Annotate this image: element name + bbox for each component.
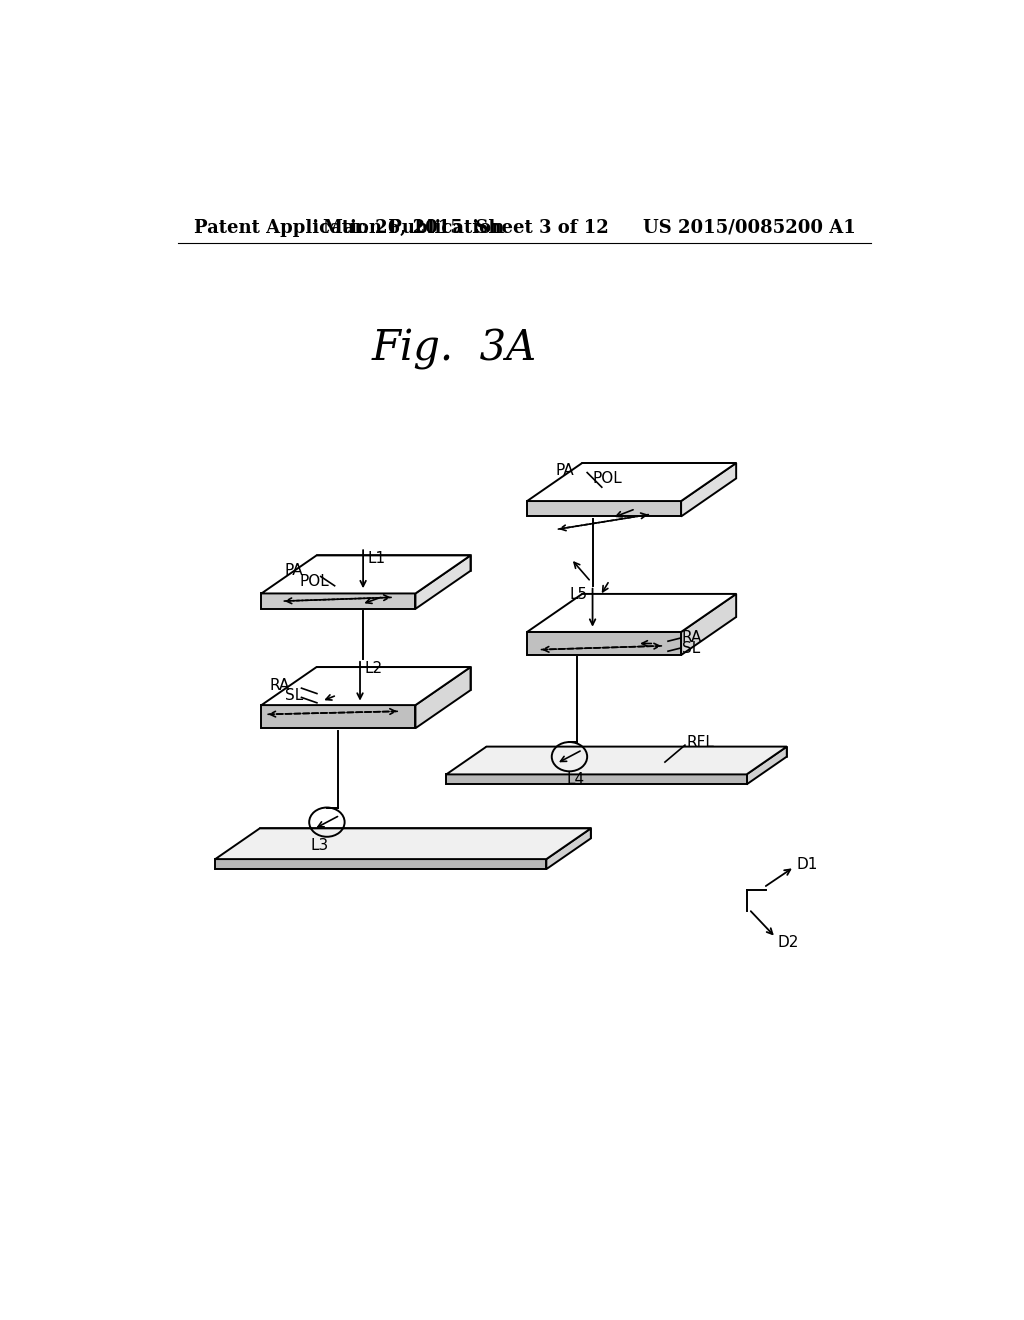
- Polygon shape: [583, 594, 736, 616]
- Polygon shape: [416, 556, 470, 609]
- Polygon shape: [261, 667, 470, 705]
- Polygon shape: [316, 556, 470, 570]
- Text: POL: POL: [300, 574, 330, 590]
- Polygon shape: [446, 775, 746, 784]
- Text: SL: SL: [682, 640, 700, 656]
- Polygon shape: [527, 463, 736, 502]
- Polygon shape: [527, 594, 736, 632]
- Polygon shape: [416, 667, 470, 729]
- Polygon shape: [215, 829, 591, 859]
- Text: L4: L4: [566, 772, 585, 787]
- Polygon shape: [746, 747, 786, 784]
- Polygon shape: [316, 667, 470, 690]
- Polygon shape: [486, 747, 786, 756]
- Text: D1: D1: [797, 857, 818, 873]
- Text: Patent Application Publication: Patent Application Publication: [194, 219, 504, 236]
- Text: Mar. 26, 2015  Sheet 3 of 12: Mar. 26, 2015 Sheet 3 of 12: [323, 219, 608, 236]
- Text: SL: SL: [285, 688, 303, 704]
- Text: RFL: RFL: [686, 734, 715, 750]
- Polygon shape: [527, 632, 681, 655]
- Polygon shape: [261, 556, 470, 594]
- Text: L2: L2: [365, 661, 383, 676]
- Text: RA: RA: [682, 630, 702, 645]
- Polygon shape: [261, 705, 416, 729]
- Polygon shape: [446, 747, 786, 775]
- Text: Fig.  3A: Fig. 3A: [372, 329, 537, 371]
- Text: L3: L3: [310, 838, 329, 853]
- Text: D2: D2: [777, 935, 799, 950]
- Text: PA: PA: [555, 463, 574, 478]
- Text: RA: RA: [269, 678, 290, 693]
- Text: POL: POL: [593, 471, 623, 486]
- Text: US 2015/0085200 A1: US 2015/0085200 A1: [643, 219, 856, 236]
- Polygon shape: [527, 502, 681, 516]
- Polygon shape: [681, 594, 736, 655]
- Polygon shape: [583, 463, 736, 478]
- Polygon shape: [681, 463, 736, 516]
- Polygon shape: [261, 594, 416, 609]
- Polygon shape: [547, 829, 591, 869]
- Polygon shape: [215, 859, 547, 869]
- Text: L5: L5: [569, 587, 588, 602]
- Text: L1: L1: [368, 552, 386, 566]
- Polygon shape: [260, 829, 591, 838]
- Text: PA: PA: [285, 562, 303, 578]
